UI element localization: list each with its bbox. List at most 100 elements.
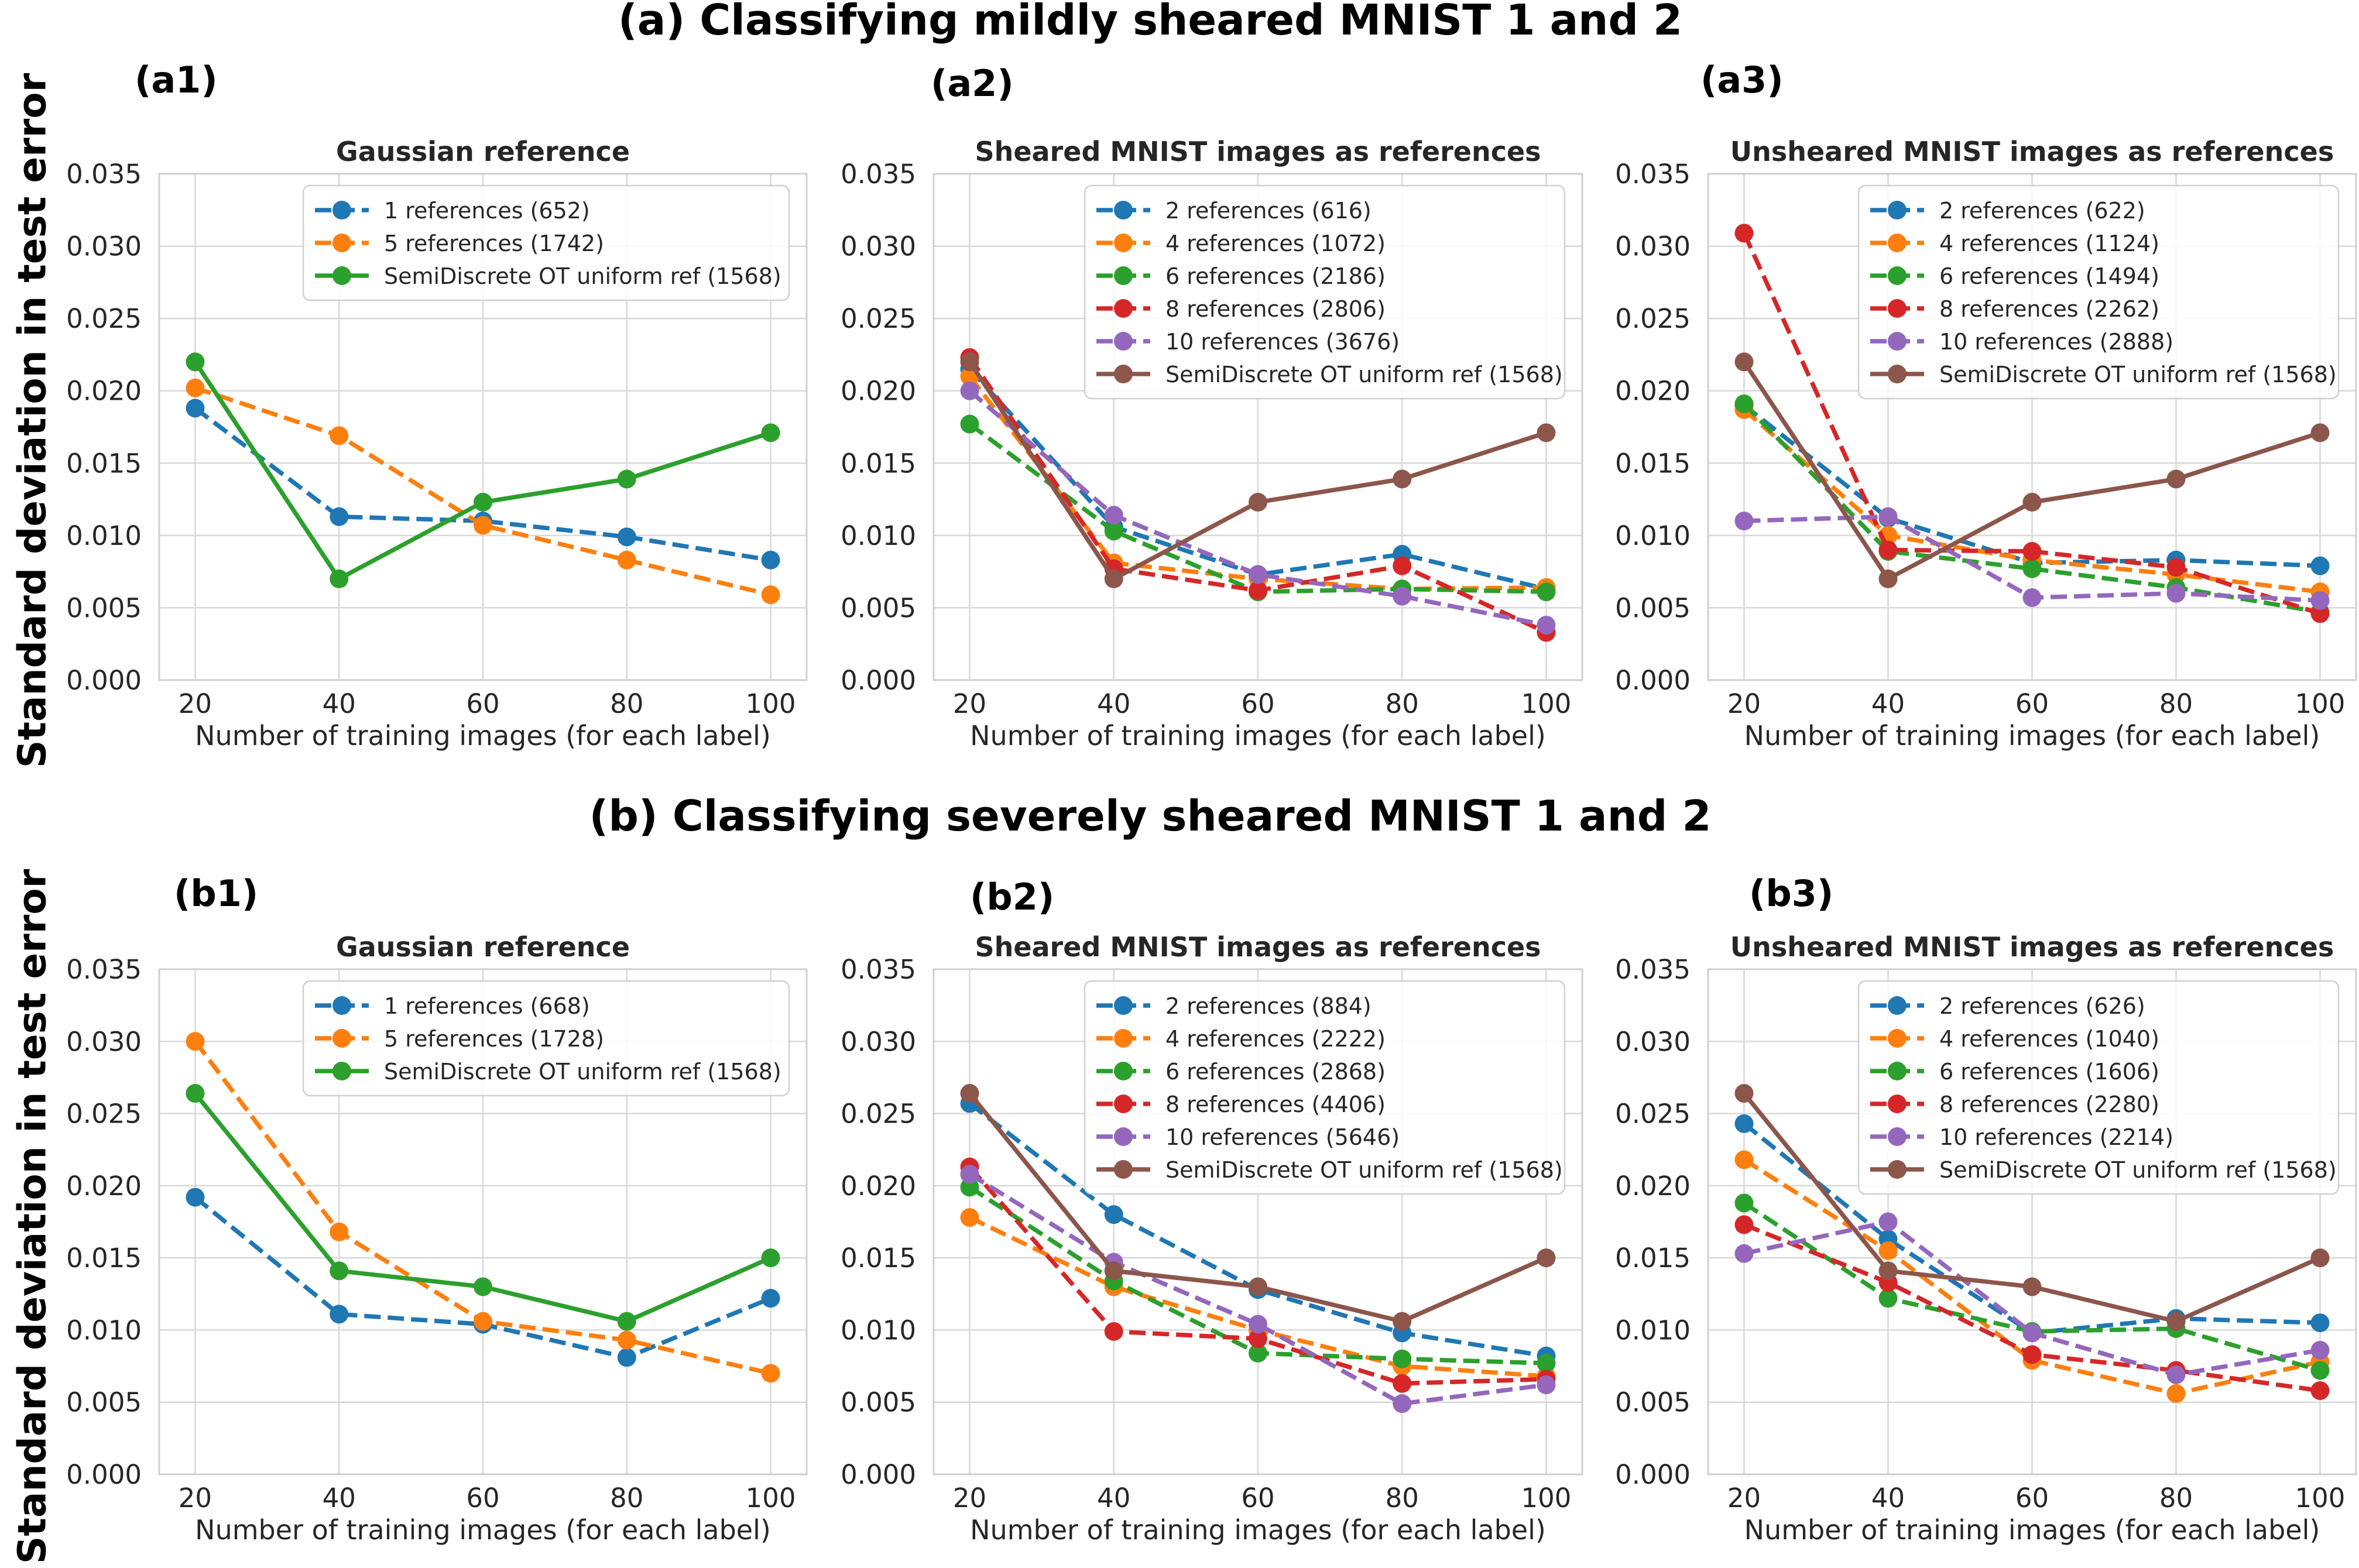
chart-2: Unsheared MNIST images as references 0.00… — [1615, 136, 2357, 752]
legend-handle-marker — [1888, 1029, 1907, 1048]
data-point-3-0 — [1734, 224, 1754, 243]
panel-label-b3: (b3) — [1749, 872, 1834, 915]
y-tick-label: 0.035 — [841, 954, 916, 985]
y-tick-label: 0.020 — [841, 376, 916, 407]
series-line-1 — [194, 386, 772, 597]
data-point-5-4 — [1537, 1248, 1556, 1268]
data-point-5-2 — [2022, 493, 2042, 512]
y-tick-label: 0.020 — [66, 1171, 142, 1202]
data-point-2-2 — [474, 493, 492, 512]
x-tick-label: 40 — [1097, 1483, 1130, 1514]
legend-entry-label: 2 references (626) — [1939, 993, 2145, 1019]
data-point-2-4 — [1537, 1354, 1556, 1373]
data-point-4-1 — [1878, 1212, 1898, 1231]
data-point-4-3 — [1393, 1394, 1412, 1413]
legend: 1 references (668) 5 references (1728) Sem… — [302, 980, 790, 1097]
legend-box — [1857, 184, 2340, 400]
legend-handle-marker — [332, 266, 351, 285]
x-tick-label: 20 — [953, 1483, 986, 1514]
x-tick-label: 40 — [1871, 688, 1905, 719]
y-tick-label: 0.000 — [841, 665, 916, 696]
y-tick-label: 0.030 — [1615, 1026, 1691, 1057]
legend-box — [302, 980, 790, 1097]
data-point-2-2 — [2022, 559, 2042, 578]
data-point-5-1 — [1104, 1261, 1123, 1281]
data-point-4-3 — [2166, 1365, 2186, 1384]
legend-handle-marker — [1888, 1094, 1907, 1113]
series-line-0 — [968, 1102, 1547, 1358]
legend-handle-marker — [332, 201, 351, 219]
data-point-2-0 — [1734, 394, 1754, 413]
data-point-0-4 — [2310, 1313, 2330, 1333]
legend-entry-label: 8 references (4406) — [1165, 1092, 1386, 1117]
legend-entry-label: 4 references (1040) — [1939, 1026, 2159, 1052]
legend-handle-marker — [1114, 1160, 1133, 1179]
data-point-0-0 — [1734, 1114, 1754, 1133]
legend-box — [1084, 980, 1566, 1195]
data-point-0-0 — [186, 399, 205, 418]
legend-entry-label: 6 references (2868) — [1165, 1059, 1386, 1085]
data-point-3-3 — [1393, 556, 1412, 575]
data-point-2-1 — [330, 1261, 349, 1281]
data-point-2-3 — [617, 469, 636, 489]
y-tick-label: 0.015 — [1615, 1243, 1691, 1274]
x-tick-label: 60 — [2015, 1483, 2049, 1514]
legend-entry-label: SemiDiscrete OT uniform ref (1568) — [1165, 362, 1563, 387]
panel-label-a1: (a1) — [135, 59, 218, 101]
data-point-3-1 — [1104, 1322, 1123, 1341]
data-point-5-3 — [1393, 469, 1412, 489]
y-tick-label: 0.025 — [841, 303, 916, 334]
x-tick-label: 80 — [610, 688, 643, 719]
data-point-5-4 — [2310, 1248, 2330, 1268]
legend-handle-marker — [1888, 1127, 1907, 1146]
plot-frame — [932, 173, 1583, 681]
data-point-4-4 — [2310, 591, 2330, 610]
data-point-2-0 — [960, 414, 979, 434]
x-axis-label: Number of training images (for each labe… — [970, 1514, 1546, 1546]
data-point-1-3 — [2166, 1384, 2186, 1403]
legend-handle-marker — [1114, 996, 1133, 1015]
chart-4: Sheared MNIST images as references 0.000 0… — [841, 931, 1583, 1546]
plot-frame — [158, 968, 808, 1476]
chart-3: Gaussian reference 0.000 0.005 0.010 0.015 0.… — [66, 931, 808, 1546]
x-tick-label: 80 — [1386, 688, 1419, 719]
data-point-3-3 — [1393, 1374, 1412, 1393]
row-a-title: (a) Classifying mildly sheared MNIST 1 a… — [618, 0, 1683, 44]
data-point-3-1 — [1878, 540, 1898, 560]
data-point-5-1 — [1878, 569, 1898, 588]
legend-handle-marker — [332, 996, 351, 1015]
x-tick-label: 40 — [323, 1483, 356, 1514]
y-tick-label: 0.000 — [66, 1459, 142, 1490]
panel-label-b1: (b1) — [174, 872, 259, 915]
legend-handle-marker — [1114, 1062, 1133, 1080]
data-point-4-0 — [1734, 1244, 1754, 1263]
data-point-1-0 — [960, 1208, 979, 1227]
legend-entry-label: SemiDiscrete OT uniform ref (1568) — [384, 1059, 781, 1085]
legend: 2 references (884) 4 references (2222) 6 r… — [1084, 980, 1566, 1195]
x-tick-label: 100 — [2295, 688, 2346, 719]
y-tick-label: 0.025 — [1615, 1099, 1691, 1130]
y-tick-label: 0.005 — [1615, 1387, 1691, 1418]
row-b-title: (b) Classifying severely sheared MNIST 1… — [589, 791, 1712, 840]
x-tick-label: 80 — [2159, 688, 2193, 719]
data-point-5-3 — [1393, 1312, 1412, 1331]
legend-entry-label: 10 references (2214) — [1939, 1124, 2173, 1150]
legend-handle-marker — [1114, 1094, 1133, 1113]
x-tick-label: 100 — [746, 1483, 796, 1514]
y-tick-label: 0.020 — [841, 1171, 916, 1202]
data-point-4-0 — [1734, 512, 1754, 531]
data-point-5-0 — [1734, 352, 1754, 372]
x-axis-label: Number of training images (for each labe… — [195, 1514, 771, 1546]
data-point-5-0 — [1734, 1084, 1754, 1103]
y-tick-label: 0.030 — [841, 231, 916, 262]
data-point-3-3 — [2166, 558, 2186, 577]
x-tick-label: 60 — [2015, 688, 2049, 719]
legend-entry-label: 2 references (622) — [1939, 198, 2145, 224]
data-point-4-2 — [1249, 1315, 1267, 1334]
data-point-4-2 — [2022, 588, 2042, 608]
data-point-3-2 — [1249, 581, 1267, 600]
chart-title: Unsheared MNIST images as references — [1730, 136, 2334, 167]
data-point-3-4 — [2310, 1381, 2330, 1400]
data-point-1-0 — [1734, 1150, 1754, 1169]
y-tick-label: 0.000 — [1615, 1459, 1691, 1490]
